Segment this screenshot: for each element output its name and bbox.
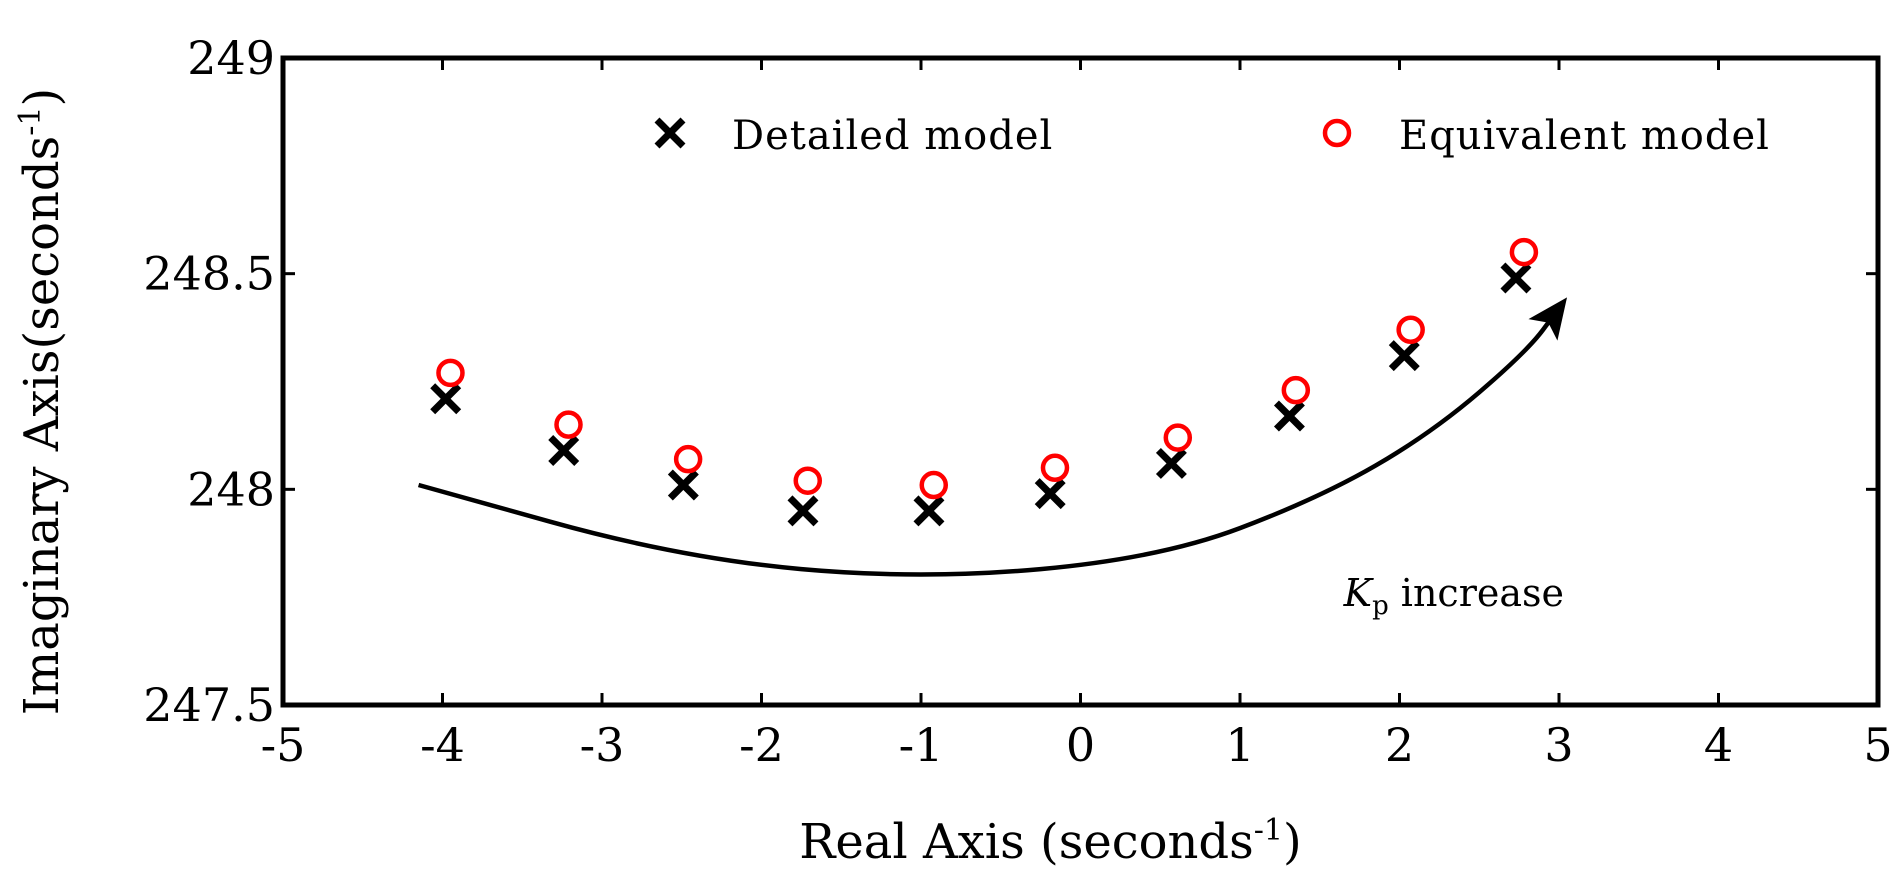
x-marker-stroke xyxy=(1273,400,1305,432)
x-marker-stroke xyxy=(1155,447,1187,479)
x-marker-stroke xyxy=(787,495,819,527)
equivalent-model-point xyxy=(1281,375,1311,405)
equivalent-model-point xyxy=(1396,315,1425,344)
detailed-model-point xyxy=(430,383,462,415)
detailed-model-point xyxy=(787,495,819,527)
detailed-model-point xyxy=(1388,340,1420,372)
y-axis-title-main: Imaginary Axis(seconds xyxy=(14,136,70,716)
detailed-model-point xyxy=(913,495,945,527)
detailed-model-point xyxy=(1034,478,1066,510)
x-marker-stroke xyxy=(667,469,699,501)
y-axis-title-sup: -1 xyxy=(13,106,48,135)
x-tick-label: 4 xyxy=(1704,718,1733,772)
kp-annotation-k: K xyxy=(1343,571,1375,615)
equivalent-model-point xyxy=(436,358,465,388)
y-tick-label: 248 xyxy=(187,462,275,516)
y-axis-title: Imaginary Axis(seconds-1) xyxy=(13,88,70,716)
x-marker-stroke xyxy=(1034,478,1066,510)
x-axis-title-end: ) xyxy=(1283,814,1302,870)
kp-arrow xyxy=(417,297,1568,577)
detailed-model-point xyxy=(1155,447,1187,479)
legend-marker-detailed xyxy=(654,117,686,149)
x-tick-label: 5 xyxy=(1863,718,1892,772)
kp-annotation-rest: increase xyxy=(1389,571,1564,615)
equivalent-model-point xyxy=(1040,453,1070,483)
equivalent-model-point xyxy=(1509,237,1539,267)
legend-marker-equivalent xyxy=(1322,118,1352,148)
y-tick-label: 249 xyxy=(187,31,275,85)
equivalent-model-point xyxy=(554,410,583,439)
y-tick-label: 247.5 xyxy=(143,678,275,732)
x-tick-label: 2 xyxy=(1385,718,1414,772)
x-axis-title-sup: -1 xyxy=(1254,813,1283,848)
equivalent-model-point xyxy=(793,466,823,495)
x-marker-stroke xyxy=(654,117,686,149)
x-marker-stroke xyxy=(430,383,462,415)
x-tick-label: 0 xyxy=(1066,718,1095,772)
x-tick-label: -3 xyxy=(580,718,625,772)
kp-annotation-sub: p xyxy=(1372,591,1389,621)
x-tick-label: -4 xyxy=(420,718,465,772)
x-tick-label: -2 xyxy=(739,718,784,772)
legend-label: Equivalent model xyxy=(1399,113,1770,159)
kp-annotation: Kp increase xyxy=(1343,571,1564,621)
x-tick-label: 1 xyxy=(1225,718,1254,772)
x-axis-title: Real Axis (seconds-1) xyxy=(799,813,1302,870)
legend-label: Detailed model xyxy=(732,113,1053,159)
x-tick-label: -1 xyxy=(899,718,944,772)
equivalent-model-point xyxy=(919,470,949,500)
detailed-model-point xyxy=(667,469,699,501)
equivalent-model-point xyxy=(673,444,703,474)
x-marker-stroke xyxy=(1500,262,1532,294)
x-marker-stroke xyxy=(913,495,945,527)
x-marker-stroke xyxy=(548,435,580,466)
x-tick-label: 3 xyxy=(1544,718,1573,772)
x-tick-label: -5 xyxy=(261,718,306,772)
detailed-model-point xyxy=(548,435,580,466)
detailed-model-point xyxy=(1500,262,1532,294)
x-axis-title-main: Real Axis (seconds xyxy=(799,814,1254,870)
equivalent-model-point xyxy=(1163,423,1193,452)
y-axis-title-end: ) xyxy=(14,88,70,107)
detailed-model-point xyxy=(1273,400,1305,432)
x-marker-stroke xyxy=(1388,340,1420,372)
y-tick-label: 248.5 xyxy=(143,247,275,301)
